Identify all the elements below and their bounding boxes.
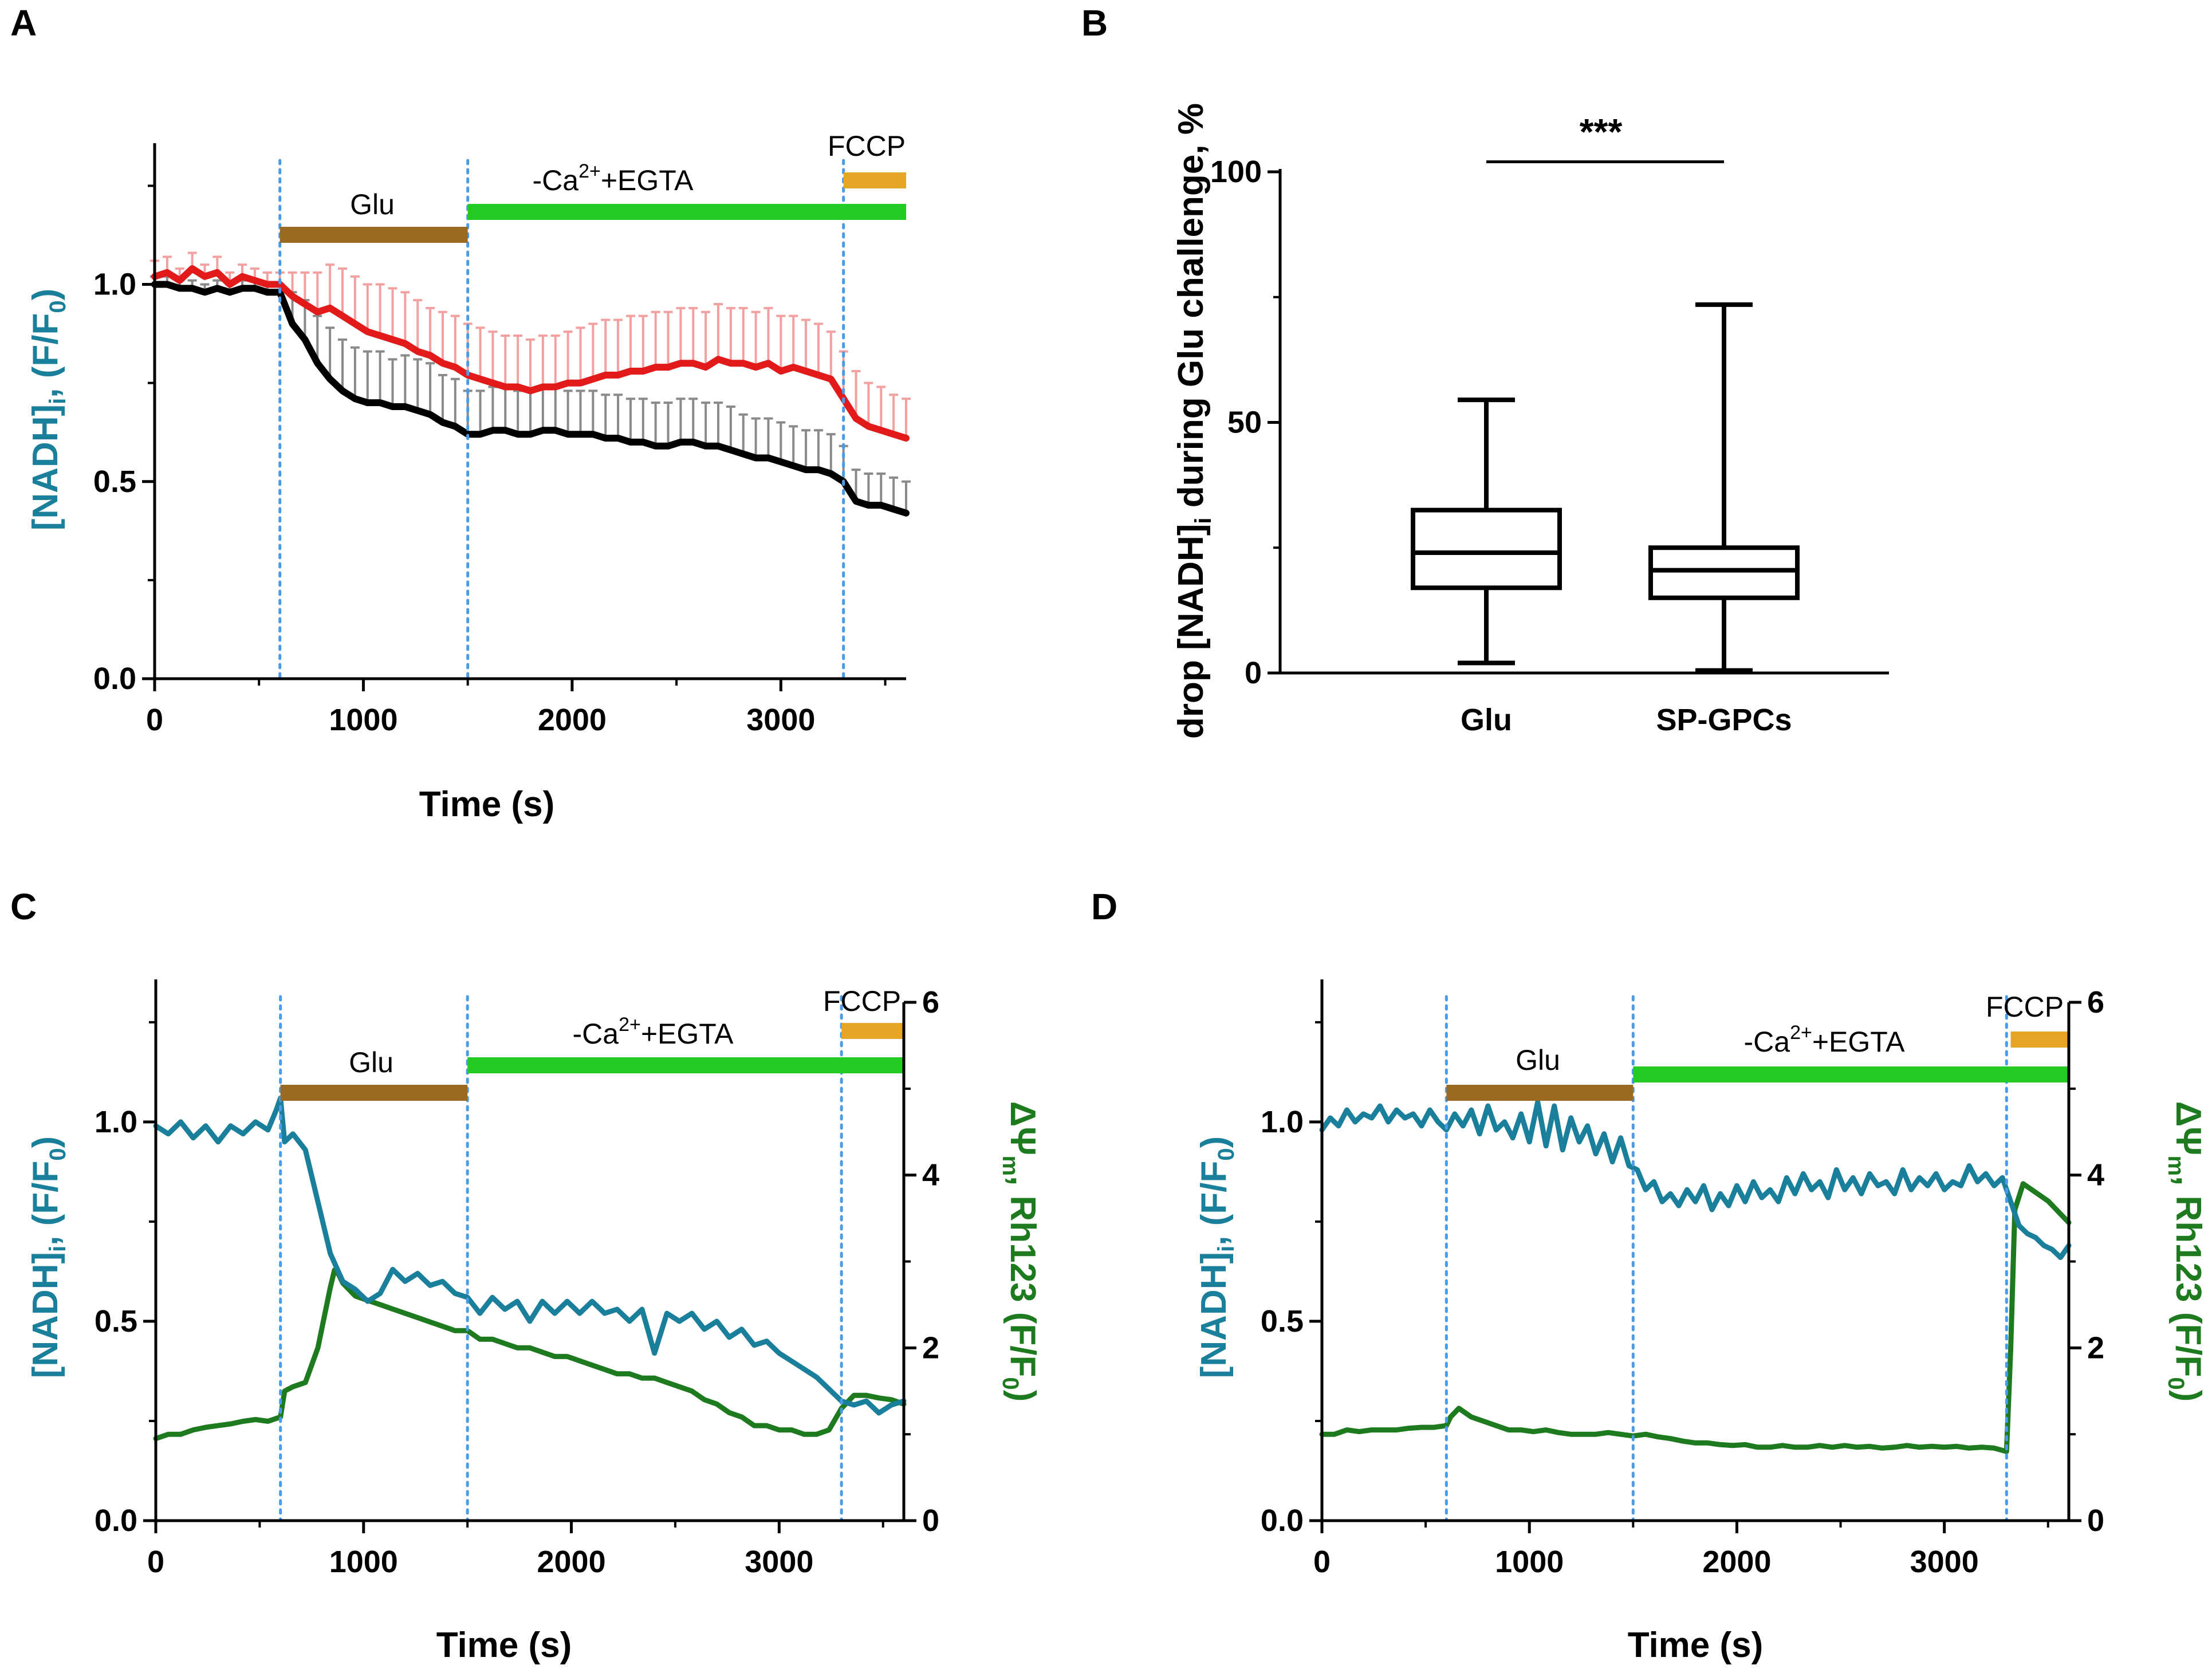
c-bar-labels: Glu -Ca2++EGTA FCCP [349,985,901,1078]
c-y-tick-label-2: 1.0 [95,1105,137,1139]
panel-a: A Glu -Ca2++EGTA FCCP 0 1000 2000 3000 0.0 0.… [10,2,911,824]
b-x-label-0: Glu [1461,703,1512,737]
c-x-tick-label-0: 0 [147,1545,164,1579]
a-axes: 0 1000 2000 3000 0.0 0.5 1.0 [93,143,906,737]
c-y-title: [NADH]i, (F/F0) [26,1136,70,1379]
d-y-tick-label-0: 0.0 [1261,1503,1304,1538]
d-bar-glu [1446,1085,1634,1101]
c-x-tick-label-2: 2000 [537,1545,605,1579]
d-x-tick-label-1: 1000 [1495,1545,1564,1579]
a-egta-label: -Ca2++EGTA [533,160,694,196]
d-bar-labels: Glu -Ca2++EGTA FCCP [1516,991,2064,1076]
d-series-nadh [1319,1099,2072,1260]
a-bar-glu [280,227,468,243]
c-y2-title: ΔΨm, Rh123 (F/F0) [998,1101,1042,1402]
c-y2-tick-label-2: 4 [922,1158,939,1192]
a-y-tick-label-0: 0.0 [93,662,136,696]
d-x-tick-label-3: 3000 [1910,1545,1979,1579]
c-y2-tick-label-3: 6 [922,985,939,1019]
b-y-tick-label-2: 100 [1210,155,1262,189]
a-lines [151,265,910,517]
c-y-tick-label-1: 0.5 [95,1304,137,1339]
d-event-lines [1445,995,2008,1522]
d-x-tick-label-0: 0 [1313,1545,1331,1579]
d-y2-tick-label-3: 6 [2087,985,2104,1019]
panel-label-c: C [10,886,37,927]
panel-label-d: D [1091,886,1117,927]
d-y-tick-label-2: 1.0 [1261,1105,1304,1139]
a-bar-ca [467,204,906,220]
a-y-tick-label-1: 0.5 [93,464,136,499]
d-bar-fccp [2010,1032,2069,1048]
b-box-glu [1411,507,1562,591]
a-bar-fccp [843,172,906,188]
c-x-title: Time (s) [436,1625,572,1665]
d-treatment-bars [1446,1032,2069,1101]
panel-label-b: B [1081,2,1108,44]
b-y-title: drop [NADH]i during Glu challenge, % [1171,103,1216,739]
b-box-spgpcs [1648,545,1800,600]
b-x-label-1: SP-GPCs [1656,703,1792,737]
d-series-rh123 [1319,1181,2072,1454]
a-event-lines [278,159,845,680]
c-series-rh123 [153,1267,907,1442]
panel-label-a: A [10,2,37,44]
a-x-title: Time (s) [419,785,555,824]
d-y2-tick-label-1: 2 [2087,1330,2104,1365]
d-y-title: [NADH]i, (F/F0) [1194,1136,1239,1379]
a-glu-label: Glu [350,188,395,221]
a-x-tick-label-2: 2000 [538,703,607,737]
d-y2-tick-label-0: 0 [2087,1503,2104,1538]
c-y2-tick-label-1: 2 [922,1330,939,1365]
c-bar-glu [280,1085,468,1101]
panel-c: C Glu -Ca2++EGTA FCCP 0 1000 2000 3000 0.0 0.… [10,886,1042,1665]
d-lines [1319,1099,2072,1454]
c-treatment-bars [280,1023,904,1101]
a-fccp-label: FCCP [828,130,906,162]
a-y-title: [NADH]i, (F/F0) [26,289,70,531]
a-bar-labels: Glu -Ca2++EGTA FCCP [350,130,906,221]
d-y-tick-label-1: 0.5 [1261,1304,1304,1339]
c-glu-label: Glu [349,1046,393,1078]
d-bar-ca [1633,1066,2069,1082]
d-egta-label: -Ca2++EGTA [1744,1022,1906,1058]
b-y-tick-label-1: 50 [1227,406,1262,440]
d-x-tick-label-2: 2000 [1702,1545,1771,1579]
panel-d: D Glu -Ca2++EGTA FCCP 0 1000 2000 3000 0.0 0.… [1091,886,2208,1665]
d-glu-label: Glu [1516,1044,1560,1076]
a-x-tick-label-1: 1000 [329,703,397,737]
b-axes: Glu SP-GPCs 0 50 100 [1210,155,1889,737]
c-y-tick-label-0: 0.0 [95,1503,137,1538]
c-lines [153,1095,907,1442]
d-y2-title: ΔΨm, Rh123 (F/F0) [2163,1101,2208,1402]
c-y2-tick-label-0: 0 [922,1503,939,1538]
b-y-tick-label-0: 0 [1245,656,1262,690]
c-bar-fccp [841,1023,904,1039]
c-series-nadh [153,1095,907,1416]
b-significance-stars: *** [1580,111,1623,152]
b-boxes [1411,160,1800,673]
c-fccp-label: FCCP [823,985,901,1017]
c-bar-ca [467,1057,904,1073]
a-series-spgpcs [151,265,910,442]
c-x-tick-label-3: 3000 [745,1545,813,1579]
panel-b: B Glu SP-GPCs 0 50 100 *** drop [NADH]i duri… [1081,2,1889,739]
d-axes: 0 1000 2000 3000 0.0 0.5 1.0 0 2 4 6 [1261,979,2104,1579]
c-event-lines [279,995,843,1522]
c-axes: 0 1000 2000 3000 0.0 0.5 1.0 0 2 4 6 [95,979,939,1579]
d-y2-tick-label-2: 4 [2087,1158,2104,1192]
d-x-title: Time (s) [1628,1625,1764,1665]
a-x-tick-label-3: 3000 [746,703,815,737]
c-x-tick-label-1: 1000 [329,1545,398,1579]
a-y-tick-label-2: 1.0 [93,267,136,302]
d-fccp-label: FCCP [1986,991,2064,1023]
c-egta-label: -Ca2++EGTA [573,1014,734,1050]
a-treatment-bars [280,172,906,243]
a-x-tick-label-0: 0 [146,703,163,737]
